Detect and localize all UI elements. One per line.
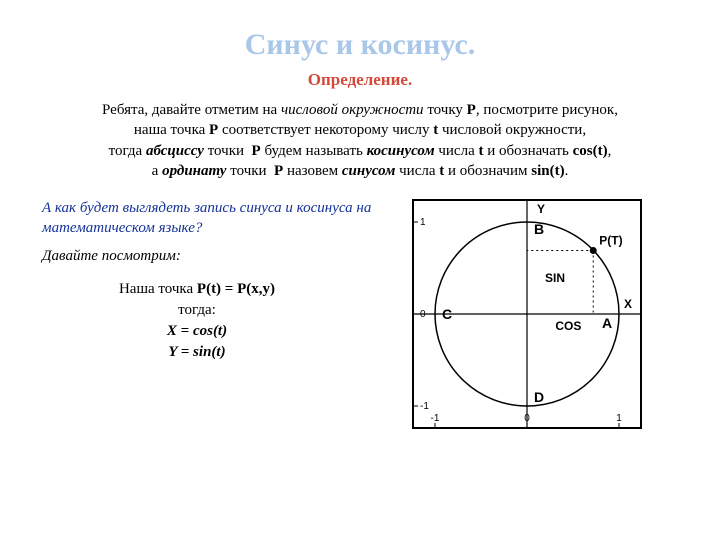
unit-circle-diagram: -1-1 0 0 1 1 A B C D X Y SIN COS P(T) [412, 199, 642, 429]
intro-paragraph: Ребята, давайте отметим на числовой окру… [0, 100, 720, 181]
svg-text:-1: -1 [420, 401, 429, 412]
subtitle: Определение. [0, 70, 720, 90]
svg-text:Y: Y [537, 202, 545, 216]
right-column: -1-1 0 0 1 1 A B C D X Y SIN COS P(T) [412, 199, 688, 429]
content-row: А как будет выглядеть запись синуса и ко… [0, 199, 720, 429]
svg-text:A: A [602, 315, 612, 331]
svg-text:COS: COS [555, 319, 581, 333]
svg-text:P(T): P(T) [599, 234, 622, 248]
left-column: А как будет выглядеть запись синуса и ко… [42, 199, 412, 429]
svg-text:X: X [624, 297, 632, 311]
svg-text:0: 0 [524, 413, 530, 424]
svg-text:C: C [442, 306, 452, 322]
definition: Наша точка P(t) = P(x,y)тогда:X = cos(t)… [42, 279, 412, 363]
lead-text: Давайте посмотрим: [42, 248, 412, 265]
svg-text:B: B [534, 221, 544, 237]
svg-text:-1: -1 [431, 413, 440, 424]
svg-text:D: D [534, 389, 544, 405]
svg-text:0: 0 [420, 309, 426, 320]
svg-text:SIN: SIN [545, 271, 565, 285]
page-title: Синус и косинус. [0, 0, 720, 62]
question-text: А как будет выглядеть запись синуса и ко… [42, 199, 412, 238]
svg-text:1: 1 [616, 413, 622, 424]
svg-text:1: 1 [420, 217, 426, 228]
